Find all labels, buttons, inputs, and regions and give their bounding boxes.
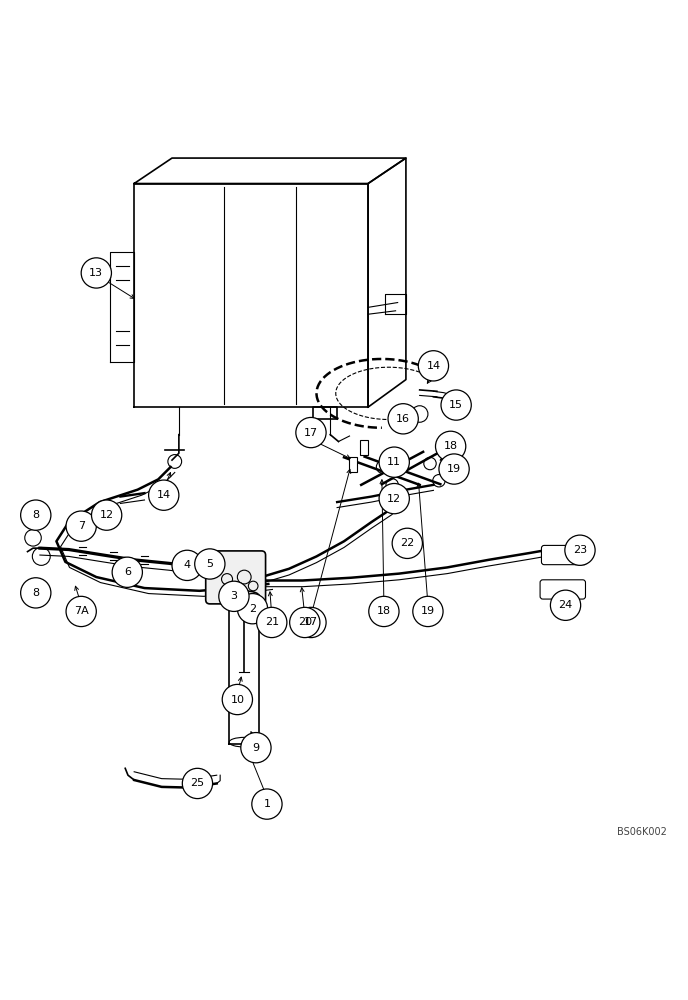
Text: 23: 23 — [573, 545, 587, 555]
Circle shape — [441, 390, 471, 420]
Text: 14: 14 — [427, 361, 440, 371]
Circle shape — [388, 404, 418, 434]
Circle shape — [195, 549, 225, 579]
Circle shape — [436, 431, 466, 461]
Text: BS06K002: BS06K002 — [618, 827, 667, 837]
Text: 12: 12 — [387, 494, 401, 504]
Bar — [360, 440, 368, 455]
Circle shape — [21, 500, 51, 530]
Text: 6: 6 — [124, 567, 131, 577]
Text: 13: 13 — [89, 268, 103, 278]
Circle shape — [66, 596, 96, 627]
Circle shape — [219, 581, 249, 611]
Circle shape — [257, 607, 287, 638]
Circle shape — [112, 557, 142, 587]
Text: 19: 19 — [447, 464, 461, 474]
Text: 16: 16 — [396, 414, 410, 424]
FancyBboxPatch shape — [540, 580, 585, 599]
Circle shape — [182, 768, 213, 799]
Circle shape — [237, 594, 268, 624]
Circle shape — [92, 500, 122, 530]
Circle shape — [439, 454, 469, 484]
Text: 7A: 7A — [74, 606, 89, 616]
Text: 3: 3 — [230, 591, 237, 601]
Circle shape — [81, 258, 111, 288]
FancyBboxPatch shape — [206, 551, 266, 604]
Circle shape — [413, 596, 443, 627]
Circle shape — [222, 684, 252, 715]
Text: 14: 14 — [157, 490, 171, 500]
Circle shape — [369, 596, 399, 627]
Text: 17: 17 — [304, 428, 318, 438]
Text: 19: 19 — [421, 606, 435, 616]
Text: 9: 9 — [252, 743, 259, 753]
Circle shape — [241, 733, 271, 763]
Circle shape — [550, 590, 581, 620]
Circle shape — [172, 550, 202, 580]
Text: 2: 2 — [249, 604, 256, 614]
FancyBboxPatch shape — [541, 545, 587, 565]
Text: 18: 18 — [444, 441, 458, 451]
Text: 18: 18 — [377, 606, 391, 616]
Text: 22: 22 — [400, 538, 414, 548]
Text: 4: 4 — [184, 560, 191, 570]
Circle shape — [66, 511, 96, 541]
Text: 15: 15 — [449, 400, 463, 410]
Text: 20: 20 — [298, 617, 312, 627]
Circle shape — [290, 607, 320, 638]
Text: 7: 7 — [78, 521, 85, 531]
Text: 1: 1 — [264, 799, 270, 809]
Text: 25: 25 — [191, 778, 204, 788]
Text: 11: 11 — [387, 457, 401, 467]
Text: 8: 8 — [32, 510, 39, 520]
Circle shape — [149, 480, 179, 510]
Text: 12: 12 — [100, 510, 114, 520]
Circle shape — [392, 528, 422, 558]
Circle shape — [565, 535, 595, 565]
Circle shape — [379, 483, 409, 514]
Bar — [349, 457, 357, 472]
Circle shape — [296, 417, 326, 448]
Text: 17: 17 — [304, 617, 318, 627]
Circle shape — [379, 447, 409, 477]
Circle shape — [21, 578, 51, 608]
Text: 21: 21 — [265, 617, 279, 627]
Text: 24: 24 — [559, 600, 572, 610]
Circle shape — [418, 351, 449, 381]
Circle shape — [252, 789, 282, 819]
Text: 8: 8 — [32, 588, 39, 598]
Text: 5: 5 — [206, 559, 213, 569]
Circle shape — [296, 607, 326, 638]
Text: 10: 10 — [230, 695, 244, 705]
